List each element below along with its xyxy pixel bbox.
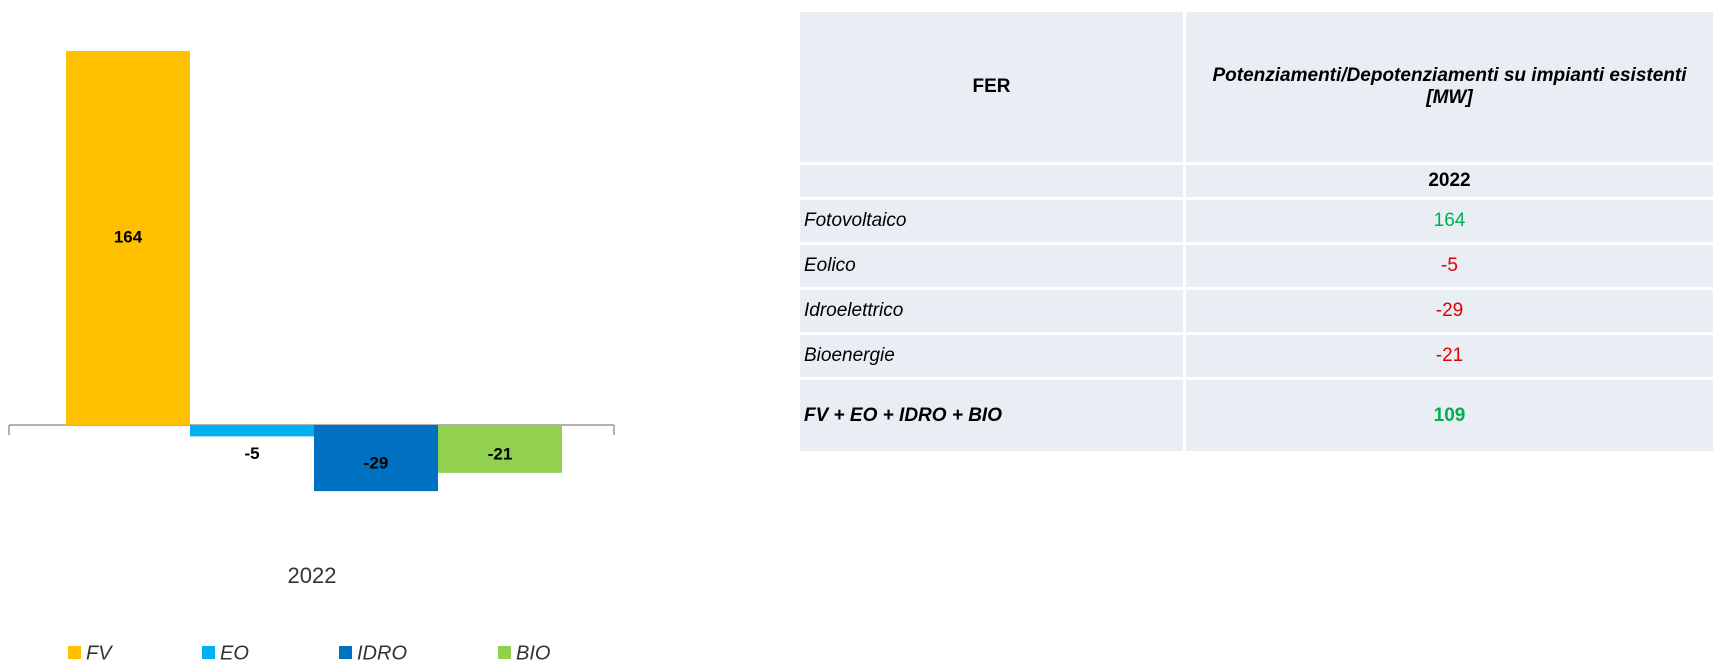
category-label: 2022 <box>288 563 337 588</box>
data-label: 164 <box>114 227 143 246</box>
value-cell: 164 <box>1183 197 1716 245</box>
header-cell: FER <box>797 9 1186 165</box>
data-table: FER Potenziamenti/Depotenziamenti su imp… <box>797 9 1716 454</box>
legend-label: FV <box>86 642 113 663</box>
data-label: -21 <box>488 444 513 463</box>
value-cell: -5 <box>1183 242 1716 290</box>
value-cell: 109 <box>1183 377 1716 454</box>
label-cell: Eolico <box>797 242 1186 290</box>
table-row: Idroelettrico -29 <box>797 287 1716 335</box>
table-row: Bioenergie -21 <box>797 332 1716 380</box>
bar <box>66 51 190 425</box>
legend-swatch <box>498 646 511 659</box>
chart: 2022 164 FV -5 EO -29 IDRO -21 BIO <box>8 51 615 663</box>
value-cell: -21 <box>1183 332 1716 380</box>
bar <box>190 425 314 437</box>
legend-label: BIO <box>516 642 550 663</box>
label-cell: Fotovoltaico <box>797 197 1186 245</box>
legend-swatch <box>202 646 215 659</box>
header-cell: Potenziamenti/Depotenziamenti su impiant… <box>1183 9 1716 165</box>
data-label: -29 <box>364 454 389 473</box>
subheader-cell: 2022 <box>1183 162 1716 200</box>
legend-label: IDRO <box>357 642 407 663</box>
legend-label: EO <box>220 642 249 663</box>
table-row: Fotovoltaico 164 <box>797 197 1716 245</box>
table-row: Eolico -5 <box>797 242 1716 290</box>
legend-swatch <box>339 646 352 659</box>
header-row: FER Potenziamenti/Depotenziamenti su imp… <box>797 9 1716 165</box>
label-cell: FV + EO + IDRO + BIO <box>797 377 1186 454</box>
subheader-row: 2022 <box>797 162 1716 200</box>
data-label: -5 <box>244 444 259 463</box>
value-cell: -29 <box>1183 287 1716 335</box>
legend-swatch <box>68 646 81 659</box>
bar <box>314 425 438 492</box>
label-cell: Idroelettrico <box>797 287 1186 335</box>
bar <box>438 425 562 473</box>
table-row: FV + EO + IDRO + BIO 109 <box>797 377 1716 454</box>
label-cell: Bioenergie <box>797 332 1186 380</box>
empty-cell <box>797 162 1186 200</box>
